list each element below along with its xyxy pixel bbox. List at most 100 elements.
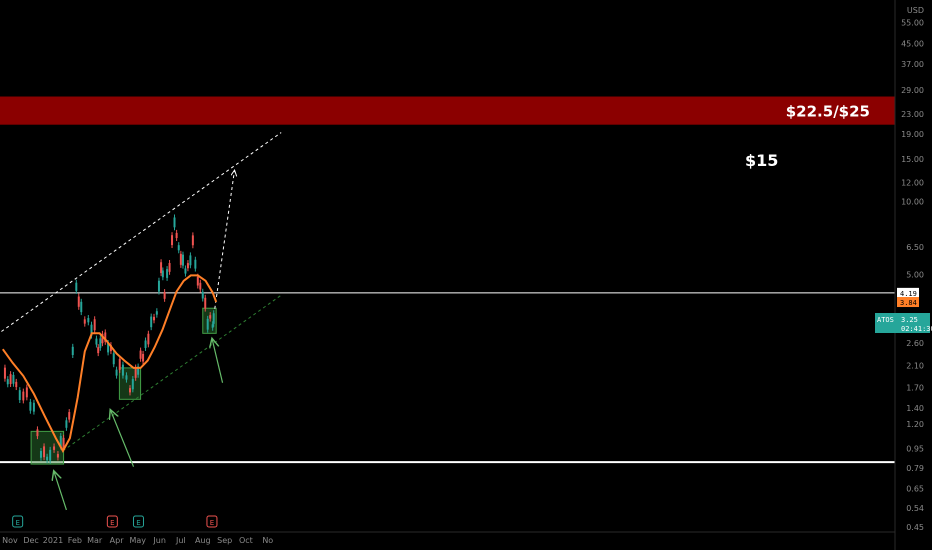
earnings-event-marker <box>106 515 118 528</box>
candle-body <box>49 449 52 461</box>
time-tick-label: Nov <box>2 536 18 545</box>
candle-body <box>62 437 65 449</box>
candle-body <box>153 316 156 321</box>
last-price-tag-bg <box>875 313 930 333</box>
time-tick-label: Apr <box>110 536 125 545</box>
time-tick-label: 2021 <box>43 536 63 545</box>
trendlines <box>1 132 282 452</box>
price-tick-label: 0.45 <box>906 523 924 532</box>
candle-body <box>125 375 128 380</box>
target-label: $15 <box>745 151 778 170</box>
candle-body <box>68 412 71 420</box>
candle-body <box>177 245 180 251</box>
candle-body <box>56 454 59 458</box>
candle-body <box>46 456 49 461</box>
time-tick-label: Jun <box>152 536 166 545</box>
moving-average-line <box>1 274 218 453</box>
target-projection-line <box>214 170 235 309</box>
countdown-label: 02:41:30 <box>901 325 932 333</box>
candle-body <box>99 338 102 348</box>
candle-body <box>109 345 112 352</box>
price-tag-bg <box>897 297 919 308</box>
candle-body <box>131 379 134 390</box>
earnings-event-label: E <box>110 519 114 527</box>
price-tag-label: 4.19 <box>900 290 917 298</box>
candle-body <box>134 367 137 378</box>
price-tick-label: 0.65 <box>906 484 924 493</box>
candle-body <box>211 324 214 328</box>
annotation-arrow <box>54 471 67 511</box>
candle-body <box>12 374 15 384</box>
last-price-label: 3.25 <box>901 316 918 324</box>
candle-body <box>161 270 164 278</box>
candle-body <box>59 436 62 447</box>
time-tick-label: Oct <box>239 536 253 545</box>
candle-body <box>196 276 199 286</box>
price-tick-label: 2.10 <box>906 361 924 370</box>
candle-body <box>25 387 28 398</box>
resistance-zone-label: $22.5/$25 <box>786 103 870 121</box>
candle-body <box>191 235 194 246</box>
price-tick-label: 19.00 <box>901 130 924 139</box>
last-price-tag: ATOS 3.25 02:41:30 <box>875 313 932 333</box>
candle-body <box>144 340 147 348</box>
candle-body <box>75 282 78 291</box>
candle-body <box>181 254 184 266</box>
trendline <box>62 294 282 452</box>
candle-body <box>128 388 131 393</box>
price-tick-label: 1.70 <box>906 384 924 393</box>
candle-body <box>112 353 115 365</box>
price-tick-label: 0.54 <box>906 504 924 513</box>
candle-body <box>163 292 166 299</box>
candle-body <box>155 311 158 315</box>
price-tags: 4.193.84 <box>897 287 919 308</box>
candle-body <box>93 319 96 331</box>
time-tick-label: No <box>262 536 273 545</box>
candle-body <box>147 333 150 345</box>
candle-body <box>90 324 93 336</box>
candle-body <box>32 402 35 412</box>
candle-body <box>18 390 21 401</box>
price-tick-label: 45.00 <box>901 40 924 49</box>
price-tick-label: 6.50 <box>906 243 924 252</box>
candle-body <box>36 429 39 437</box>
series-layer <box>1 214 218 464</box>
candle-body <box>15 381 18 388</box>
price-tick-label: 5.00 <box>906 270 924 279</box>
candle-body <box>204 297 207 309</box>
earnings-event-label: E <box>15 519 19 527</box>
candle-body <box>87 318 90 323</box>
time-axis[interactable]: Nov Dec 2021 Feb Mar Apr May Jun Jul Aug Sep Oct No <box>0 531 895 545</box>
price-tick-label: 37.00 <box>901 60 924 69</box>
candle-body <box>194 259 197 269</box>
resistance-zone-band <box>0 96 895 125</box>
candle-body <box>101 333 104 344</box>
candle-body <box>83 319 86 324</box>
candle-body <box>199 282 202 290</box>
price-tick-label: 0.79 <box>906 464 924 473</box>
earnings-event-marker <box>206 515 218 528</box>
price-tick-label: 23.00 <box>901 110 924 119</box>
price-tick-label: 29.00 <box>901 86 924 95</box>
price-tick-label: 0.95 <box>906 445 924 454</box>
time-tick-label: Sep <box>217 536 232 545</box>
price-tick-label: 1.40 <box>906 404 924 413</box>
candle-body <box>137 366 140 375</box>
candle-body <box>212 313 215 324</box>
earnings-event-marker <box>132 515 144 528</box>
time-tick-label: May <box>129 536 146 545</box>
candle-body <box>43 446 46 458</box>
earnings-event-marker <box>12 515 24 528</box>
price-tick-label: 12.00 <box>901 178 924 187</box>
candle-body <box>173 217 176 228</box>
candle-body <box>186 263 189 269</box>
candle-body <box>142 353 145 362</box>
candle-body <box>150 316 153 328</box>
candle-body <box>107 343 110 353</box>
symbol-label: ATOS <box>877 316 894 324</box>
candle-body <box>3 367 6 379</box>
time-tick-label: Mar <box>87 536 103 545</box>
price-axis[interactable]: USD 55.00 45.00 37.00 29.00 23.00 19.00 15.00 1… <box>894 0 924 550</box>
